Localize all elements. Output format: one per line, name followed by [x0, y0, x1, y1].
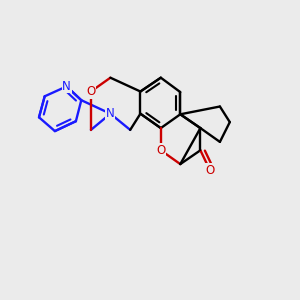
- Text: N: N: [62, 80, 71, 93]
- Text: O: O: [156, 144, 165, 157]
- Text: O: O: [86, 85, 95, 98]
- Text: O: O: [206, 164, 214, 177]
- Text: N: N: [106, 107, 115, 120]
